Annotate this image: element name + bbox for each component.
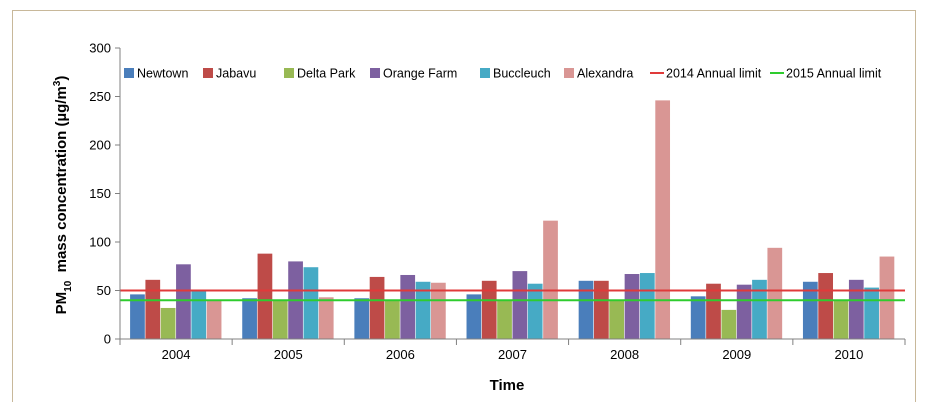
y-tick-label: 50 bbox=[97, 283, 111, 298]
bar-alexandra-2005 bbox=[318, 297, 334, 339]
legend-swatch bbox=[284, 68, 294, 78]
y-axis-ticks: 0 50 100 150 200 250 300 bbox=[89, 41, 120, 347]
x-tick-label: 2005 bbox=[274, 347, 303, 362]
legend-label: 2014 Annual limit bbox=[666, 67, 762, 81]
bar-buccleuch-2005 bbox=[303, 267, 319, 339]
bar-newtown-2007 bbox=[466, 294, 482, 339]
bar-alexandra-2007 bbox=[543, 220, 558, 339]
y-tick-label: 150 bbox=[89, 186, 111, 201]
bar-delta-park-2010 bbox=[833, 300, 849, 339]
bar-buccleuch-2009 bbox=[752, 279, 767, 339]
bar-alexandra-2010 bbox=[879, 256, 895, 339]
x-axis-ticks: 2004 2005 2006 2007 2008 2009 2010 bbox=[119, 339, 906, 362]
bar-newtown-2008 bbox=[578, 280, 594, 339]
bar-orange-farm-2004 bbox=[176, 264, 191, 339]
bar-delta-park-2008 bbox=[609, 300, 625, 339]
bar-orange-farm-2009 bbox=[736, 284, 752, 339]
bar-orange-farm-2008 bbox=[624, 274, 640, 339]
bars bbox=[130, 100, 895, 339]
legend-swatch bbox=[203, 68, 213, 78]
y-axis-title-rest: mass concentration (µg/m bbox=[53, 86, 70, 281]
y-tick-label: 200 bbox=[89, 138, 111, 153]
legend-label: 2015 Annual limit bbox=[786, 67, 882, 81]
bar-alexandra-2008 bbox=[655, 100, 671, 339]
bar-alexandra-2004 bbox=[206, 300, 222, 339]
y-axis-title-end: ) bbox=[53, 76, 70, 81]
bar-alexandra-2009 bbox=[767, 247, 783, 339]
bar-jabavu-2005 bbox=[257, 253, 273, 339]
bar-delta-park-2006 bbox=[385, 300, 400, 339]
bar-buccleuch-2007 bbox=[527, 283, 543, 339]
bar-buccleuch-2004 bbox=[191, 289, 207, 339]
y-tick-label: 100 bbox=[89, 235, 111, 250]
y-tick-label: 300 bbox=[89, 41, 111, 56]
bar-jabavu-2009 bbox=[706, 283, 721, 339]
bar-buccleuch-2006 bbox=[415, 281, 431, 339]
bar-jabavu-2007 bbox=[481, 280, 497, 339]
bar-delta-park-2009 bbox=[721, 309, 737, 339]
bar-orange-farm-2006 bbox=[400, 274, 416, 339]
y-axis-title-subscript: 10 bbox=[63, 280, 74, 292]
y-axis-title-main: PM bbox=[53, 292, 70, 315]
legend-label: Buccleuch bbox=[493, 67, 551, 81]
x-tick-label: 2007 bbox=[498, 347, 527, 362]
bar-buccleuch-2010 bbox=[864, 287, 879, 339]
x-tick-label: 2010 bbox=[834, 347, 863, 362]
bar-buccleuch-2008 bbox=[639, 273, 655, 339]
legend-swatch bbox=[480, 68, 490, 78]
bar-newtown-2006 bbox=[354, 298, 370, 339]
bar-jabavu-2010 bbox=[818, 273, 834, 339]
bar-jabavu-2004 bbox=[145, 279, 161, 339]
bar-jabavu-2008 bbox=[593, 280, 609, 339]
legend-swatch bbox=[370, 68, 380, 78]
legend-swatch bbox=[124, 68, 134, 78]
legend: Newtown Jabavu Delta Park Orange Farm Buccle… bbox=[124, 67, 882, 81]
bar-delta-park-2004 bbox=[160, 307, 176, 339]
legend-label: Jabavu bbox=[216, 67, 256, 81]
bar-jabavu-2006 bbox=[369, 276, 385, 339]
bar-newtown-2009 bbox=[690, 296, 706, 339]
bar-newtown-2004 bbox=[130, 294, 145, 339]
y-tick-label: 250 bbox=[89, 89, 111, 104]
x-axis-title: Time bbox=[490, 377, 525, 394]
bar-newtown-2010 bbox=[802, 281, 818, 339]
legend-label: Delta Park bbox=[297, 67, 356, 81]
legend-label: Alexandra bbox=[577, 67, 633, 81]
legend-label: Newtown bbox=[137, 67, 188, 81]
bar-alexandra-2006 bbox=[431, 282, 446, 339]
legend-swatch bbox=[564, 68, 574, 78]
bar-delta-park-2007 bbox=[497, 300, 512, 339]
x-tick-label: 2006 bbox=[386, 347, 415, 362]
bar-orange-farm-2010 bbox=[848, 279, 864, 339]
x-tick-label: 2009 bbox=[722, 347, 751, 362]
x-tick-label: 2004 bbox=[162, 347, 191, 362]
bar-newtown-2005 bbox=[242, 298, 257, 339]
bar-delta-park-2005 bbox=[272, 300, 288, 339]
y-axis-title: PM10 mass concentration (µg/m3) bbox=[52, 76, 74, 315]
y-tick-label: 0 bbox=[104, 332, 111, 347]
legend-label: Orange Farm bbox=[383, 67, 457, 81]
x-tick-label: 2008 bbox=[610, 347, 639, 362]
reference-lines bbox=[120, 289, 905, 302]
bar-orange-farm-2007 bbox=[512, 271, 528, 339]
y-axis-title-superscript: 3 bbox=[52, 80, 63, 86]
